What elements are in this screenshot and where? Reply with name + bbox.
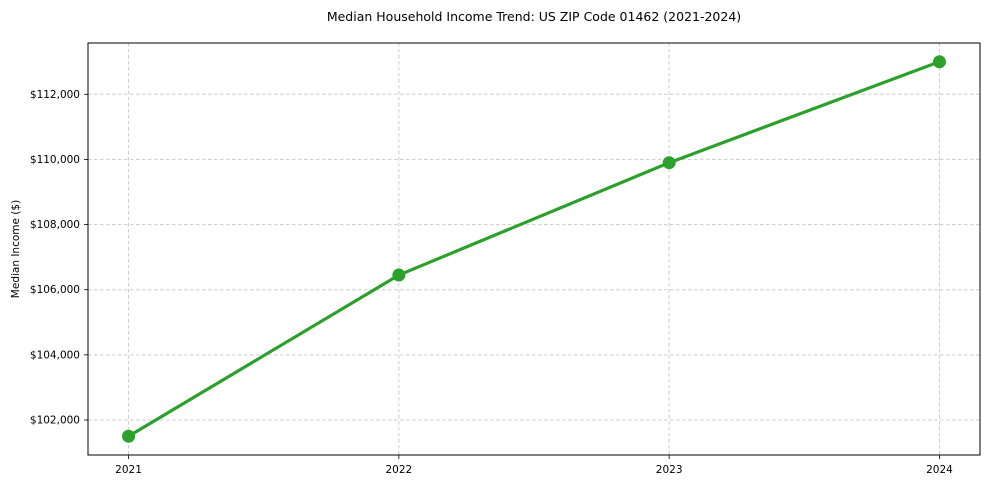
x-tick-label: 2024 [926, 464, 953, 476]
y-tick-label: $106,000 [30, 284, 80, 296]
y-tick-label: $102,000 [30, 414, 80, 426]
x-tick-label: 2022 [385, 464, 412, 476]
y-tick-label: $110,000 [30, 154, 80, 166]
data-point [932, 55, 946, 69]
x-tick-label: 2021 [115, 464, 142, 476]
x-tick-label: 2023 [656, 464, 683, 476]
data-point [662, 156, 676, 170]
y-tick-label: $108,000 [30, 219, 80, 231]
data-line [126, 60, 942, 438]
chart-title: Median Household Income Trend: US ZIP Co… [326, 9, 742, 24]
plot-border [87, 42, 981, 456]
data-point [122, 429, 136, 443]
data-point [392, 268, 406, 282]
y-tick-label: $112,000 [30, 89, 80, 101]
y-tick-label: $104,000 [30, 349, 80, 361]
